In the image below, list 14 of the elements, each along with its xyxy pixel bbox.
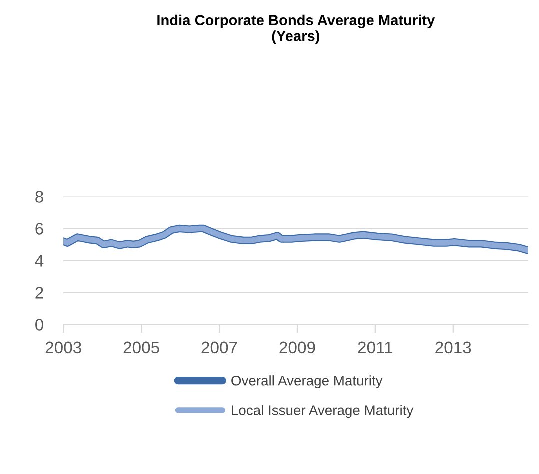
x-tick-label: 2011	[358, 342, 393, 354]
chart-title: India Corporate Bonds Average Maturity (Years)	[158, 14, 436, 44]
y-tick-label: 8	[36, 191, 44, 203]
y-tick-label: 2	[36, 287, 44, 299]
x-tick-label: 2003	[46, 342, 82, 354]
y-tick-label: 6	[36, 223, 44, 235]
x-tick-label: 2005	[124, 342, 160, 354]
y-tick-label: 0	[36, 319, 44, 331]
x-tick-label: 2013	[436, 342, 472, 354]
x-tick-label: 2009	[280, 342, 316, 354]
x-tick-label: 2007	[202, 342, 238, 354]
y-tick-label: 4	[35, 255, 44, 267]
legend-label: Overall Average Maturity	[232, 376, 383, 389]
legend-label: Local Issuer Average Maturity	[232, 405, 414, 418]
